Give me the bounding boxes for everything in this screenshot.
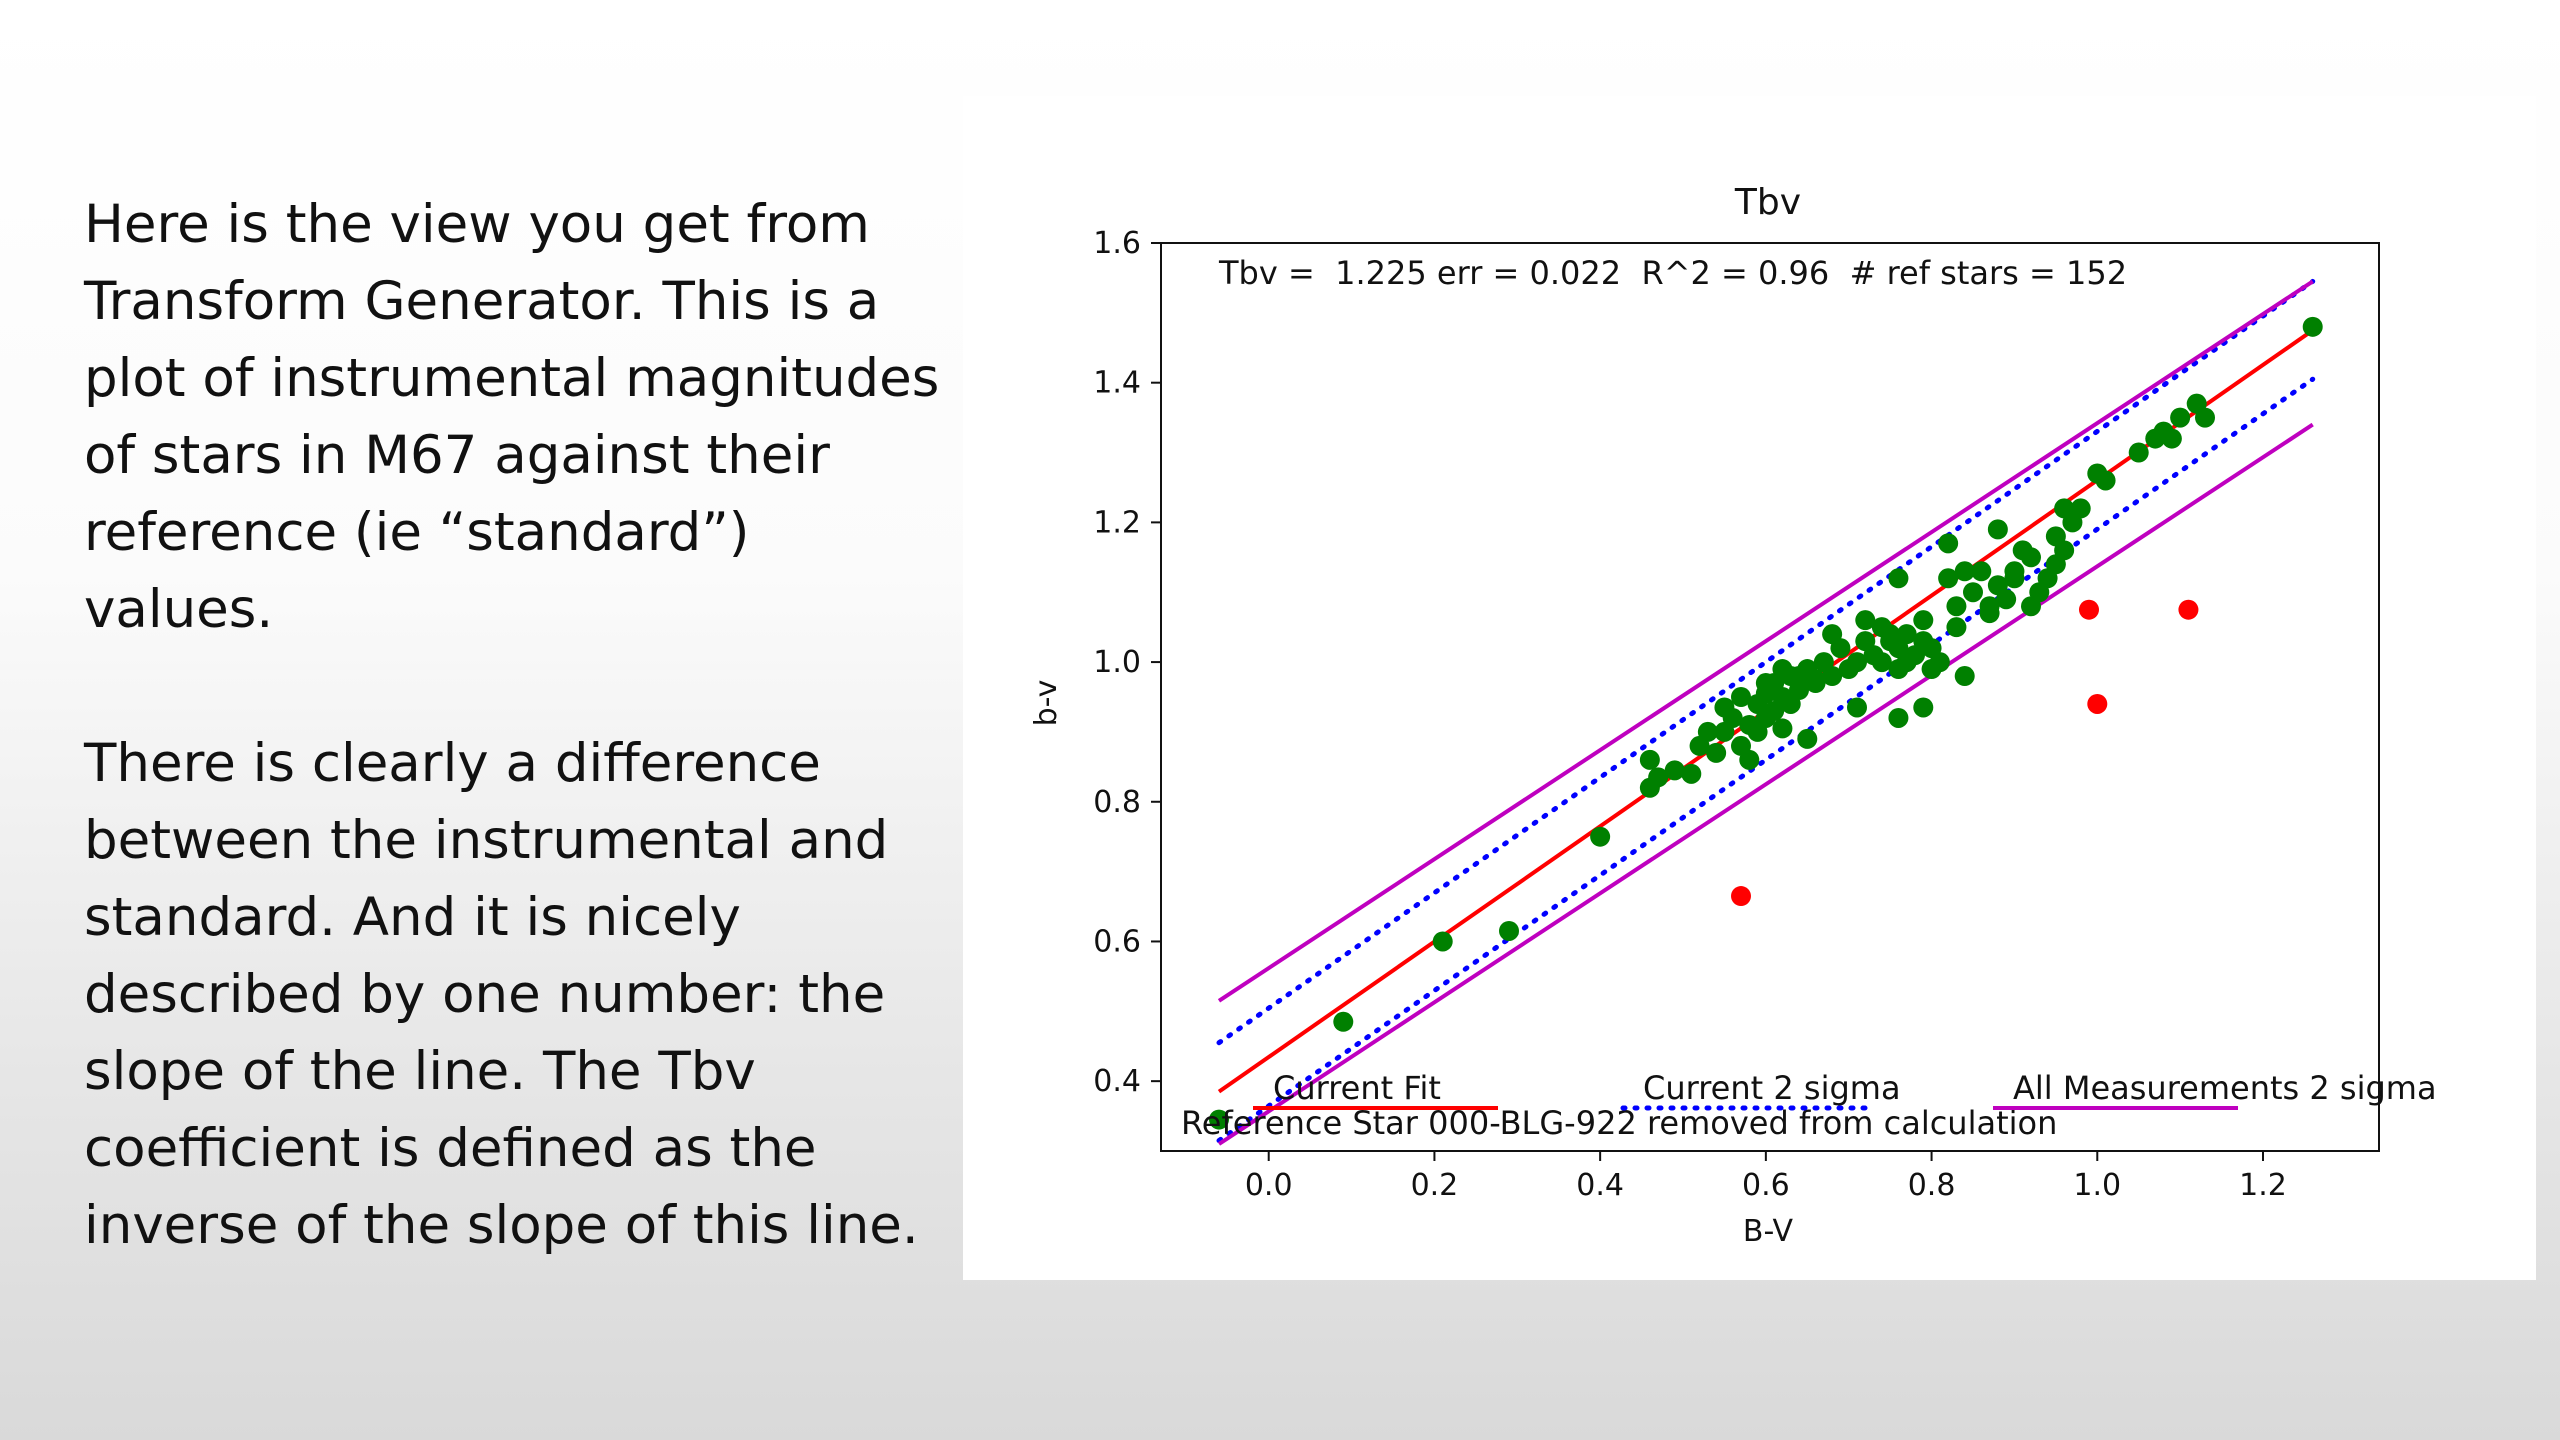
y-tick-label: 1.2 — [1093, 505, 1141, 540]
reference-star-point — [2128, 442, 2149, 463]
slide-paragraph-1: Here is the view you get from Transform … — [84, 194, 940, 640]
reference-star-point — [1789, 680, 1809, 701]
reference-star-point — [1772, 659, 1793, 680]
reference-star-point — [1822, 666, 1843, 687]
rejected-star-point — [2178, 599, 2199, 620]
reference-star-point — [1987, 519, 2008, 540]
reference-star-point — [1499, 920, 1519, 941]
x-tick-label: 0.8 — [1908, 1168, 1956, 1203]
reference-star-point — [2054, 498, 2075, 519]
all-measurements-2-sigma-line — [1217, 422, 2314, 1146]
chart-panel: Tbv b-v B-V Tbv = 1.225 err = 0.022 R^2 … — [963, 96, 2536, 1280]
plot-area — [1209, 278, 2323, 1146]
reference-star-point — [1209, 1109, 1229, 1130]
slide-paragraph-2: There is clearly a difference between th… — [84, 733, 919, 1256]
reference-star-point — [1971, 561, 1992, 582]
chart-title: Tbv — [1734, 182, 1801, 223]
rejected-star-point — [1731, 886, 1751, 907]
reference-star-point — [1996, 589, 2017, 610]
reference-star-point — [2004, 568, 2025, 589]
reference-star-point — [2021, 547, 2041, 568]
x-tick-label: 0.6 — [1742, 1168, 1790, 1203]
x-axis-label: B-V — [1743, 1214, 1794, 1249]
rejected-star-point — [2079, 599, 2099, 620]
reference-star-point — [1880, 624, 1901, 645]
reference-star-point — [1946, 596, 1967, 617]
reference-star-point — [1648, 767, 1669, 788]
reference-star-point — [1706, 742, 1727, 763]
y-tick-label: 0.4 — [1093, 1064, 1141, 1099]
reference-star-point — [1432, 931, 1453, 952]
reference-star-point — [1896, 624, 1917, 645]
reference-star-point — [1722, 707, 1743, 728]
y-tick-label: 0.8 — [1093, 785, 1141, 820]
reference-star-point — [1979, 596, 2000, 617]
slide-text: Here is the view you get from Transform … — [84, 186, 944, 1264]
reference-star-point — [1888, 568, 1909, 589]
reference-star-point — [1888, 707, 1909, 728]
y-tick-label: 0.6 — [1093, 924, 1141, 959]
y-tick-label: 1.4 — [1093, 366, 1141, 401]
reference-star-point — [1789, 666, 1809, 687]
reference-star-point — [1847, 652, 1867, 673]
reference-star-point — [1639, 749, 1660, 770]
reference-star-point — [1847, 697, 1867, 718]
reference-star-point — [1954, 561, 1975, 582]
x-tick-label: 1.0 — [2073, 1168, 2121, 1203]
reference-star-point — [1797, 728, 1818, 749]
legend: Current Fit Current 2 sigma All Measuremen… — [1253, 1069, 2437, 1111]
reference-star-point — [1697, 721, 1718, 742]
reference-star-point — [1946, 617, 1967, 638]
stats-annotation: Tbv = 1.225 err = 0.022 R^2 = 0.96 # ref… — [1218, 254, 2127, 292]
reference-star-point — [1855, 610, 1876, 631]
reference-star-point — [1913, 610, 1934, 631]
reference-star-point — [1822, 624, 1843, 645]
reference-star-point — [1681, 763, 1702, 784]
reference-star-point — [1805, 673, 1826, 694]
legend-label: All Measurements 2 sigma — [2013, 1069, 2437, 1107]
current-2-sigma-line — [1216, 376, 2316, 1144]
reference-star-point — [2161, 428, 2182, 449]
reference-star-point — [1755, 673, 1776, 694]
x-tick-label: 0.2 — [1411, 1168, 1459, 1203]
reference-star-point — [2070, 498, 2091, 519]
reference-star-point — [1772, 718, 1793, 739]
x-tick-label: 0.0 — [1245, 1168, 1293, 1203]
reference-star-point — [1954, 666, 1975, 687]
current-2-sigma-line — [1216, 278, 2316, 1046]
reference-note: Reference Star 000-BLG-922 removed from … — [1181, 1104, 2057, 1142]
reference-star-point — [2195, 407, 2215, 428]
plot-frame — [1160, 242, 2380, 1152]
reference-star-point — [1929, 652, 1950, 673]
rejected-star-point — [2087, 693, 2108, 714]
reference-star-point — [2170, 407, 2191, 428]
y-axis-label: b-v — [1029, 680, 1064, 727]
reference-star-point — [1664, 760, 1685, 781]
legend-label: Current Fit — [1273, 1069, 1441, 1107]
reference-star-point — [1333, 1011, 1354, 1032]
reference-star-point — [1739, 749, 1760, 770]
all-measurements-2-sigma-line — [1217, 279, 2314, 1003]
reference-star-point — [1913, 697, 1934, 718]
x-tick-label: 0.4 — [1576, 1168, 1624, 1203]
reference-star-point — [1938, 568, 1959, 589]
y-tick-label: 1.0 — [1093, 645, 1141, 680]
reference-star-point — [1590, 826, 1611, 847]
tbv-chart: Tbv b-v B-V Tbv = 1.225 err = 0.022 R^2 … — [1029, 182, 2437, 1249]
reference-star-point — [1731, 687, 1751, 707]
reference-star-point — [2302, 316, 2323, 337]
x-tick-label: 1.2 — [2239, 1168, 2287, 1203]
y-tick-label: 1.6 — [1093, 226, 1141, 261]
legend-label: Current 2 sigma — [1643, 1069, 1901, 1107]
reference-star-point — [2045, 526, 2066, 547]
reference-star-point — [1938, 533, 1959, 554]
reference-star-point — [1963, 582, 1983, 603]
reference-star-point — [2095, 470, 2116, 491]
reference-star-point — [1871, 652, 1892, 673]
